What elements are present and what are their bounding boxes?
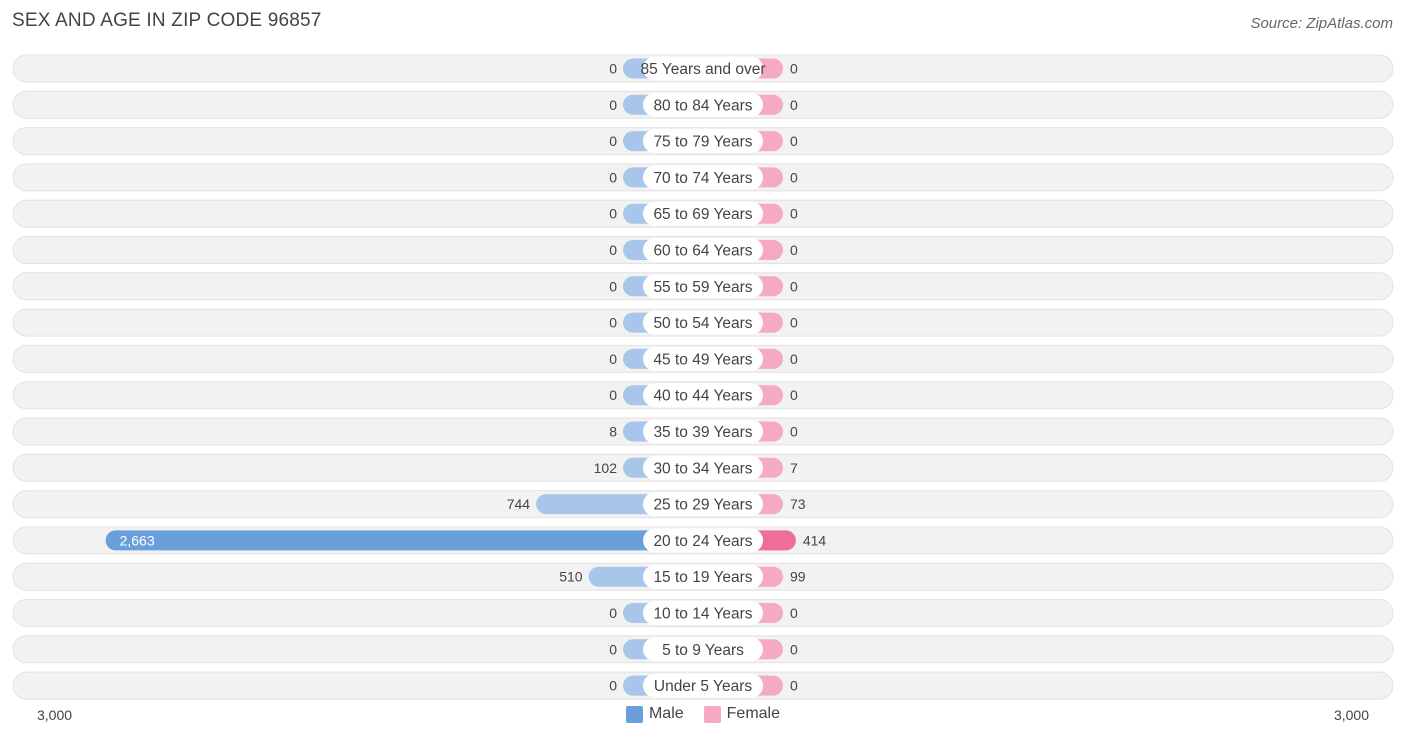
female-value-label: 0 <box>790 61 798 77</box>
category-label: 5 to 9 Years <box>662 642 744 659</box>
female-value-label: 0 <box>790 242 798 258</box>
female-swatch <box>703 705 721 723</box>
category-label-background <box>643 201 763 226</box>
legend-female-label: Female <box>726 705 781 722</box>
category-label: 60 to 64 Years <box>653 243 752 260</box>
category-label-background <box>643 564 763 589</box>
female-value-label: 0 <box>790 387 798 403</box>
male-value-label: 2,663 <box>120 532 155 548</box>
female-value-label: 0 <box>790 605 798 621</box>
male-value-label: 0 <box>609 678 617 694</box>
female-value-label: 0 <box>790 678 798 694</box>
legend-item-female: Female <box>703 705 781 723</box>
source-text: Source: ZipAtlas.com <box>1250 15 1393 32</box>
chart-title: SEX AND AGE IN ZIP CODE 96857 <box>12 10 322 31</box>
axis-left-label: 3,000 <box>37 707 73 723</box>
female-value-label: 0 <box>790 641 798 657</box>
female-value-label: 0 <box>790 97 798 113</box>
male-value-label: 510 <box>559 569 583 585</box>
category-label: 80 to 84 Years <box>653 97 752 114</box>
female-value-label: 73 <box>790 496 806 512</box>
female-value-label: 414 <box>803 532 827 548</box>
male-value-label: 8 <box>609 424 617 440</box>
category-label-background <box>643 92 763 117</box>
category-label-background <box>643 383 763 408</box>
legend: Male Female <box>0 705 1406 723</box>
female-value-label: 0 <box>790 169 798 185</box>
male-value-label: 0 <box>609 97 617 113</box>
category-label-background <box>643 455 763 480</box>
female-value-label: 0 <box>790 206 798 222</box>
category-label: 30 to 34 Years <box>653 460 752 477</box>
category-label-background <box>643 274 763 299</box>
category-label-background <box>643 129 763 154</box>
category-label-background <box>643 601 763 625</box>
male-bar <box>105 530 703 551</box>
female-value-label: 0 <box>790 351 798 367</box>
category-label-background <box>643 492 763 517</box>
female-value-label: 99 <box>790 569 806 585</box>
category-label-background <box>643 346 763 371</box>
category-label: 50 to 54 Years <box>653 315 752 332</box>
male-swatch <box>625 705 643 723</box>
category-label: 25 to 29 Years <box>653 497 752 514</box>
category-label: 65 to 69 Years <box>653 206 752 223</box>
male-value-label: 0 <box>609 242 617 258</box>
category-label: Under 5 Years <box>654 678 752 695</box>
male-value-label: 102 <box>594 460 618 476</box>
female-value-label: 0 <box>790 315 798 331</box>
male-value-label: 0 <box>609 605 617 621</box>
male-value-label: 0 <box>609 206 617 222</box>
category-label-background <box>643 419 763 444</box>
category-label: 40 to 44 Years <box>653 388 752 405</box>
category-label: 55 to 59 Years <box>653 279 752 296</box>
category-label: 35 to 39 Years <box>653 424 752 441</box>
category-label: 10 to 14 Years <box>653 606 752 623</box>
category-label-background <box>643 238 763 262</box>
male-value-label: 0 <box>609 351 617 367</box>
legend-male-label: Male <box>648 705 684 722</box>
category-label-background <box>643 528 763 553</box>
legend-item-male: Male <box>625 705 684 723</box>
male-value-label: 0 <box>609 169 617 185</box>
male-value-label: 0 <box>609 61 617 77</box>
category-label-background <box>643 56 763 81</box>
female-value-label: 0 <box>790 133 798 149</box>
male-value-label: 0 <box>609 315 617 331</box>
category-label-background <box>643 165 763 190</box>
male-value-label: 0 <box>609 641 617 657</box>
axis-right-label: 3,000 <box>1333 707 1369 723</box>
female-value-label: 0 <box>790 424 798 440</box>
category-label: 75 to 79 Years <box>653 134 752 151</box>
category-label: 20 to 24 Years <box>653 533 752 550</box>
category-label-background <box>643 673 763 698</box>
category-label: 15 to 19 Years <box>653 569 752 586</box>
category-label: 85 Years and over <box>641 61 766 78</box>
male-value-label: 0 <box>609 387 617 403</box>
category-label-background <box>643 637 763 662</box>
female-value-label: 7 <box>790 460 798 476</box>
female-value-label: 0 <box>790 278 798 294</box>
male-value-label: 744 <box>507 496 531 512</box>
category-label: 45 to 49 Years <box>653 351 752 368</box>
category-label: 70 to 74 Years <box>653 170 752 187</box>
male-value-label: 0 <box>609 133 617 149</box>
category-label-background <box>643 310 763 335</box>
male-value-label: 0 <box>609 278 617 294</box>
